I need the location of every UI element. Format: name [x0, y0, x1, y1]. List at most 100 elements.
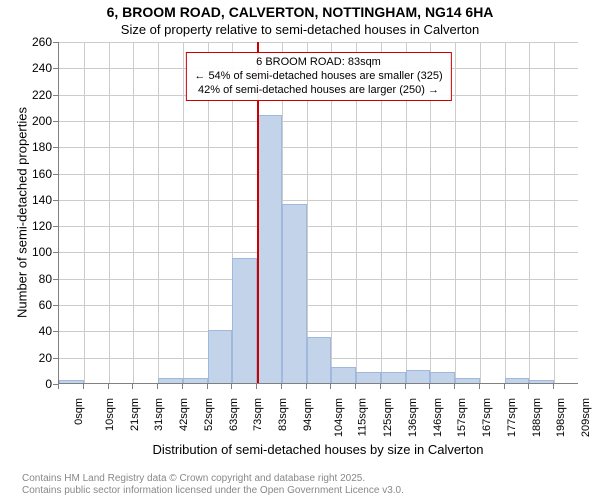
gridline-horizontal: [59, 200, 578, 201]
x-tick-label: 167sqm: [481, 398, 493, 437]
y-tick-label: 100: [26, 245, 52, 259]
x-tick-mark: [405, 384, 406, 389]
x-tick-label: 0sqm: [73, 398, 85, 425]
plot-area: 6 BROOM ROAD: 83sqm← 54% of semi-detache…: [58, 42, 578, 384]
x-tick-label: 177sqm: [506, 398, 518, 437]
y-tick-mark: [53, 279, 58, 280]
gridline-vertical: [109, 42, 110, 383]
gridline-vertical: [480, 42, 481, 383]
histogram-bar: [183, 378, 208, 383]
x-tick-mark: [207, 384, 208, 389]
y-tick-label: 60: [26, 298, 52, 312]
y-tick-mark: [53, 358, 58, 359]
annotation-line-1: ← 54% of semi-detached houses are smalle…: [194, 70, 442, 84]
x-tick-label: 21sqm: [129, 398, 141, 431]
x-tick-label: 42sqm: [178, 398, 190, 431]
x-tick-mark: [330, 384, 331, 389]
x-tick-mark: [231, 384, 232, 389]
histogram-bar: [307, 337, 332, 383]
gridline-horizontal: [59, 42, 578, 43]
y-tick-label: 240: [26, 61, 52, 75]
histogram-bar: [158, 378, 183, 383]
x-tick-label: 94sqm: [302, 398, 314, 431]
gridline-horizontal: [59, 305, 578, 306]
y-tick-mark: [53, 305, 58, 306]
histogram-bar: [257, 115, 282, 383]
y-tick-label: 120: [26, 219, 52, 233]
gridline-vertical: [133, 42, 134, 383]
x-tick-label: 52sqm: [203, 398, 215, 431]
x-tick-mark: [528, 384, 529, 389]
gridline-horizontal: [59, 121, 578, 122]
y-tick-mark: [53, 121, 58, 122]
x-tick-label: 10sqm: [104, 398, 116, 431]
gridline-vertical: [158, 42, 159, 383]
x-tick-mark: [504, 384, 505, 389]
histogram-bar: [406, 370, 431, 383]
x-tick-mark: [83, 384, 84, 389]
y-tick-mark: [53, 147, 58, 148]
y-tick-label: 140: [26, 193, 52, 207]
gridline-horizontal: [59, 147, 578, 148]
x-tick-mark: [479, 384, 480, 389]
x-tick-label: 115sqm: [357, 398, 369, 436]
histogram-bar: [356, 372, 381, 383]
annotation-line-2: 42% of semi-detached houses are larger (…: [194, 84, 442, 98]
x-tick-label: 209sqm: [580, 398, 592, 437]
x-tick-mark: [454, 384, 455, 389]
x-tick-mark: [182, 384, 183, 389]
y-tick-mark: [53, 68, 58, 69]
x-tick-mark: [553, 384, 554, 389]
histogram-bar: [505, 378, 530, 383]
property-size-histogram: 6, BROOM ROAD, CALVERTON, NOTTINGHAM, NG…: [0, 0, 600, 500]
x-tick-mark: [58, 384, 59, 389]
histogram-bar: [331, 367, 356, 383]
x-tick-label: 198sqm: [556, 398, 568, 437]
gridline-horizontal: [59, 174, 578, 175]
y-tick-mark: [53, 174, 58, 175]
y-tick-label: 20: [26, 351, 52, 365]
x-tick-mark: [306, 384, 307, 389]
x-tick-label: 104sqm: [333, 398, 345, 437]
chart-subtitle: Size of property relative to semi-detach…: [0, 22, 600, 37]
histogram-bar: [430, 372, 455, 383]
histogram-bar: [381, 372, 406, 383]
y-tick-mark: [53, 331, 58, 332]
x-tick-label: 188sqm: [531, 398, 543, 437]
histogram-bar: [232, 258, 257, 383]
y-tick-mark: [53, 200, 58, 201]
x-tick-mark: [157, 384, 158, 389]
histogram-bar: [529, 380, 554, 383]
x-tick-label: 125sqm: [382, 398, 394, 437]
histogram-bar: [282, 204, 307, 383]
gridline-vertical: [183, 42, 184, 383]
x-tick-mark: [380, 384, 381, 389]
x-tick-label: 63sqm: [228, 398, 240, 431]
gridline-vertical: [455, 42, 456, 383]
footer-attribution-1: Contains HM Land Registry data © Crown c…: [0, 473, 600, 484]
x-tick-label: 136sqm: [407, 398, 419, 437]
y-tick-label: 260: [26, 35, 52, 49]
y-tick-label: 80: [26, 272, 52, 286]
annotation-title: 6 BROOM ROAD: 83sqm: [194, 56, 442, 70]
x-tick-mark: [132, 384, 133, 389]
y-tick-mark: [53, 95, 58, 96]
x-tick-label: 73sqm: [252, 398, 264, 431]
x-tick-label: 146sqm: [432, 398, 444, 437]
gridline-vertical: [554, 42, 555, 383]
annotation-box: 6 BROOM ROAD: 83sqm← 54% of semi-detache…: [185, 52, 451, 101]
x-tick-mark: [429, 384, 430, 389]
y-tick-mark: [53, 252, 58, 253]
y-tick-label: 40: [26, 324, 52, 338]
x-tick-mark: [281, 384, 282, 389]
chart-title: 6, BROOM ROAD, CALVERTON, NOTTINGHAM, NG…: [0, 4, 600, 20]
footer-attribution-2: Contains public sector information licen…: [0, 485, 600, 496]
x-tick-label: 157sqm: [457, 398, 469, 437]
y-tick-label: 160: [26, 167, 52, 181]
gridline-horizontal: [59, 252, 578, 253]
histogram-bar: [59, 380, 84, 383]
gridline-vertical: [529, 42, 530, 383]
y-tick-label: 180: [26, 140, 52, 154]
x-tick-mark: [108, 384, 109, 389]
gridline-vertical: [505, 42, 506, 383]
